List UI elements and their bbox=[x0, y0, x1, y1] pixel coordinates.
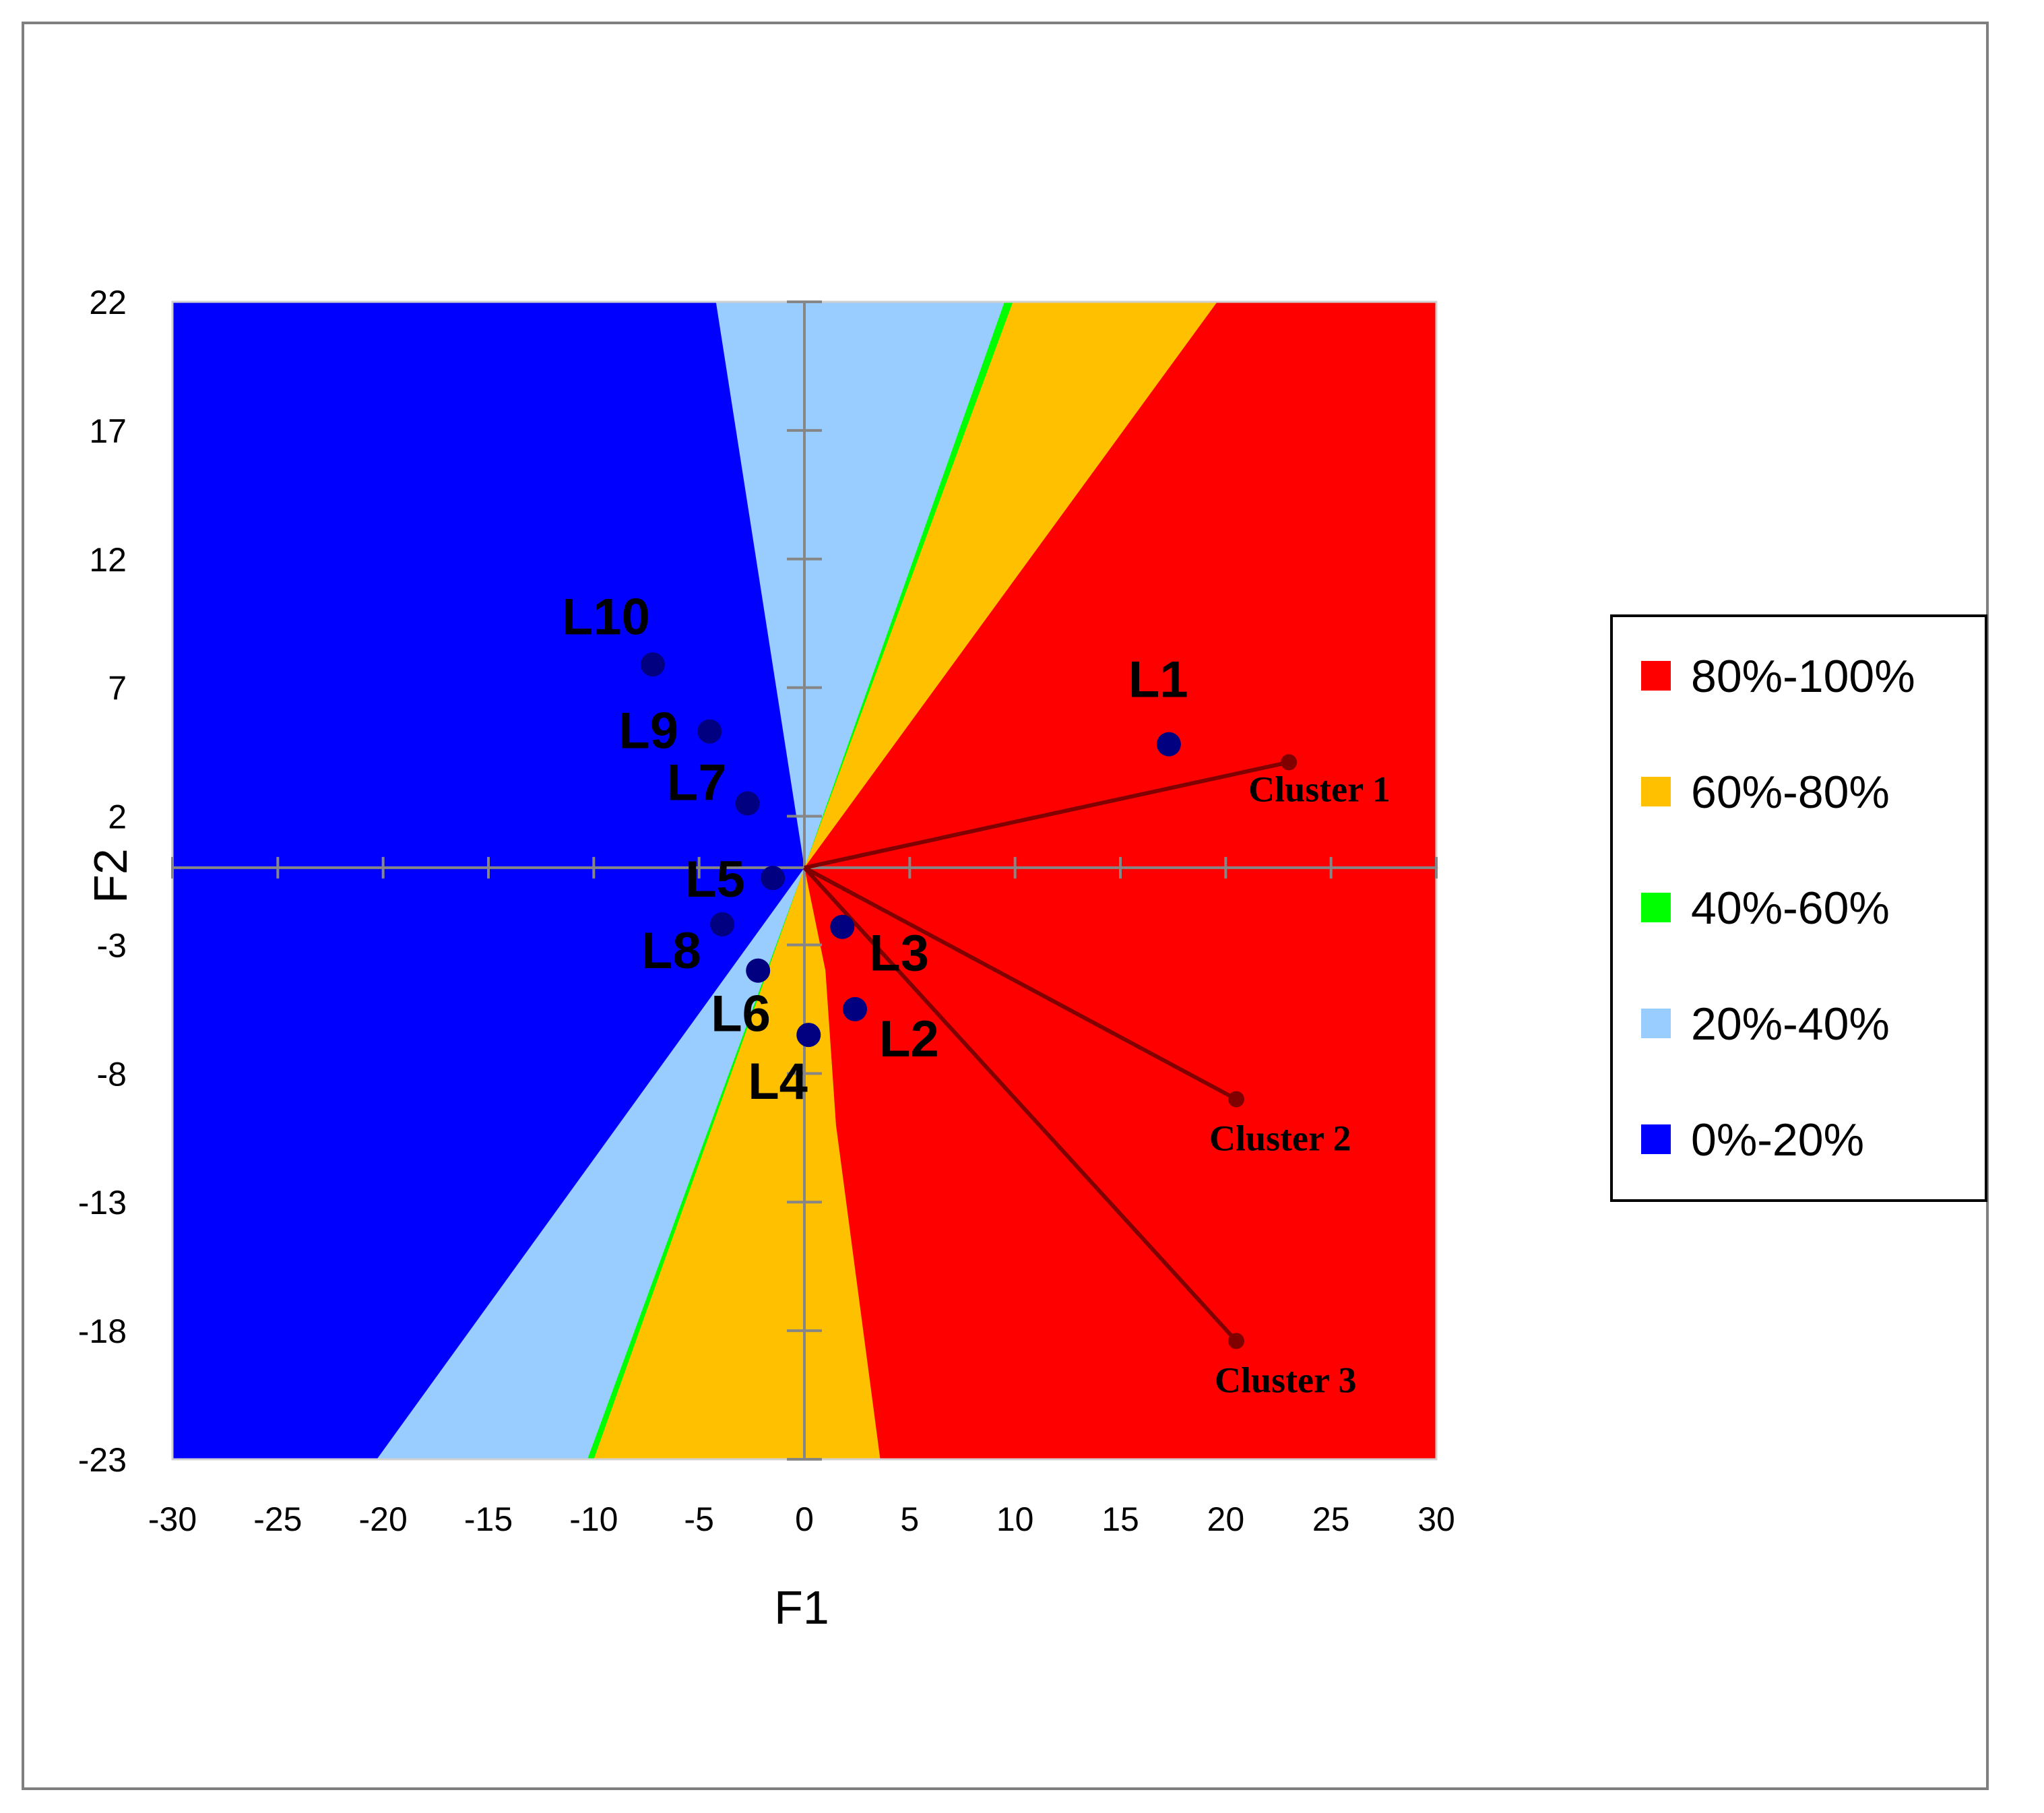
y-tick-label: -23 bbox=[78, 1441, 127, 1479]
data-point bbox=[640, 652, 665, 677]
y-tick-label: 7 bbox=[108, 670, 127, 707]
data-point bbox=[746, 958, 771, 983]
x-tick-label: -25 bbox=[253, 1500, 302, 1538]
x-tick-label: 10 bbox=[996, 1500, 1034, 1538]
data-point bbox=[735, 791, 760, 816]
point-label: L7 bbox=[667, 754, 727, 811]
legend-swatch bbox=[1641, 661, 1671, 691]
y-tick-label: 2 bbox=[108, 798, 127, 836]
cluster-label: Cluster 3 bbox=[1215, 1360, 1357, 1400]
point-label: L9 bbox=[618, 703, 678, 760]
legend-label: 40%-60% bbox=[1691, 883, 1890, 934]
data-point bbox=[710, 912, 735, 936]
x-tick-label: 20 bbox=[1207, 1500, 1245, 1538]
y-tick-labels: 22 17 12 7 2 -3 -8 -13 -18 -23 bbox=[78, 284, 127, 1479]
cluster-label: Cluster 1 bbox=[1248, 769, 1391, 809]
legend-swatch bbox=[1641, 893, 1671, 922]
point-label: L8 bbox=[641, 922, 701, 980]
y-tick-label: -18 bbox=[78, 1312, 127, 1350]
legend-label: 0%-20% bbox=[1691, 1114, 1864, 1166]
y-tick-label: 17 bbox=[89, 412, 127, 450]
cluster-vectors: Cluster 1 Cluster 2 Cluster 3 bbox=[802, 754, 1391, 1400]
point-label: L3 bbox=[869, 925, 929, 982]
y-tick-label: -3 bbox=[97, 926, 127, 964]
x-axis-title: F1 bbox=[774, 1581, 829, 1634]
data-points: L1 L2 L3 L4 L5 L6 L7 L8 L9 L10 bbox=[562, 588, 1188, 1110]
x-tick-label: 5 bbox=[900, 1500, 919, 1538]
point-label: L2 bbox=[879, 1011, 939, 1068]
x-tick-label: 15 bbox=[1101, 1500, 1139, 1538]
x-tick-label: 0 bbox=[795, 1500, 814, 1538]
cluster-vector-line bbox=[802, 866, 1238, 1343]
x-tick-label: -15 bbox=[464, 1500, 513, 1538]
cluster-vector-line bbox=[804, 760, 1289, 870]
y-axis-title: F2 bbox=[84, 848, 137, 903]
x-tick-labels: -30 -25 -20 -15 -10 -5 0 5 10 15 20 25 30 bbox=[148, 1500, 1455, 1538]
legend-box bbox=[1610, 614, 1987, 1202]
legend-swatch bbox=[1641, 777, 1671, 806]
cluster-vector-tip bbox=[1227, 1091, 1244, 1108]
y-tick-label: 22 bbox=[89, 284, 127, 321]
data-point bbox=[1156, 732, 1181, 757]
x-tick-label: 30 bbox=[1417, 1500, 1455, 1538]
legend-label: 80%-100% bbox=[1691, 651, 1915, 702]
point-label: L10 bbox=[562, 588, 650, 645]
legend-label: 60%-80% bbox=[1691, 767, 1890, 818]
point-label: L4 bbox=[748, 1053, 808, 1110]
data-point bbox=[697, 719, 722, 744]
point-label: L1 bbox=[1128, 651, 1188, 709]
x-tick-label: -30 bbox=[148, 1500, 197, 1538]
x-tick-label: 25 bbox=[1312, 1500, 1350, 1538]
cluster-vector-tip bbox=[1227, 1333, 1244, 1349]
x-tick-label: -5 bbox=[684, 1500, 713, 1538]
point-label: L6 bbox=[711, 986, 771, 1043]
x-tick-label: -10 bbox=[569, 1500, 618, 1538]
region-80-100 bbox=[804, 302, 1436, 1459]
y-tick-label: -13 bbox=[78, 1184, 127, 1221]
y-tick-label: -8 bbox=[97, 1055, 127, 1093]
cluster-label: Cluster 2 bbox=[1209, 1118, 1351, 1159]
legend-swatch bbox=[1641, 1009, 1671, 1038]
data-point bbox=[843, 996, 868, 1021]
legend-swatch bbox=[1641, 1124, 1671, 1154]
y-tick-label: 12 bbox=[89, 541, 127, 579]
data-point bbox=[761, 866, 786, 891]
point-label: L5 bbox=[685, 851, 745, 908]
data-point bbox=[830, 914, 855, 939]
data-point bbox=[796, 1023, 821, 1048]
x-tick-label: -20 bbox=[359, 1500, 408, 1538]
cluster-vector-tip bbox=[1281, 754, 1298, 771]
legend-label: 20%-40% bbox=[1691, 998, 1890, 1050]
cluster-vector-line bbox=[803, 866, 1238, 1102]
legend: 80%-100% 60%-80% 40%-60% 20%-40% 0%-20% bbox=[1610, 614, 1987, 1202]
